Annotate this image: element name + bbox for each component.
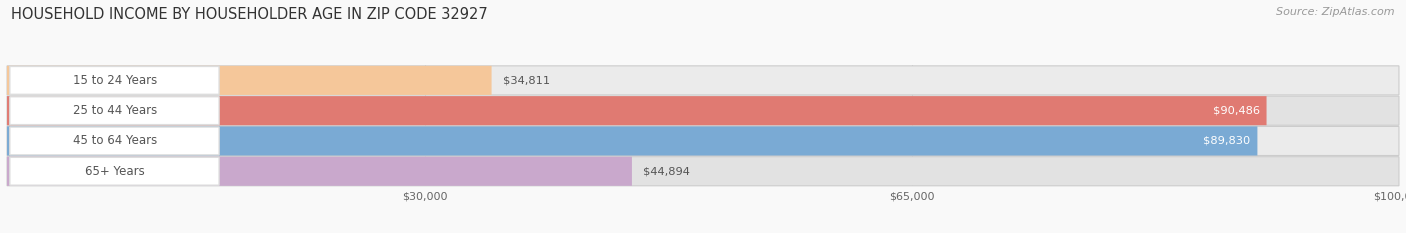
FancyBboxPatch shape — [10, 127, 219, 155]
FancyBboxPatch shape — [7, 66, 1399, 95]
Text: $89,830: $89,830 — [1204, 136, 1250, 146]
FancyBboxPatch shape — [7, 157, 631, 186]
Text: $34,811: $34,811 — [503, 75, 550, 85]
Text: $90,486: $90,486 — [1212, 106, 1260, 116]
Text: $44,894: $44,894 — [643, 166, 690, 176]
FancyBboxPatch shape — [7, 96, 1267, 125]
FancyBboxPatch shape — [7, 157, 1399, 186]
Text: 65+ Years: 65+ Years — [84, 165, 145, 178]
Text: 25 to 44 Years: 25 to 44 Years — [73, 104, 157, 117]
FancyBboxPatch shape — [7, 66, 492, 95]
Text: 15 to 24 Years: 15 to 24 Years — [73, 74, 157, 87]
FancyBboxPatch shape — [7, 127, 1399, 155]
Text: HOUSEHOLD INCOME BY HOUSEHOLDER AGE IN ZIP CODE 32927: HOUSEHOLD INCOME BY HOUSEHOLDER AGE IN Z… — [11, 7, 488, 22]
FancyBboxPatch shape — [10, 157, 219, 185]
FancyBboxPatch shape — [10, 66, 219, 94]
Text: Source: ZipAtlas.com: Source: ZipAtlas.com — [1277, 7, 1395, 17]
FancyBboxPatch shape — [7, 127, 1257, 155]
Text: 45 to 64 Years: 45 to 64 Years — [73, 134, 157, 147]
FancyBboxPatch shape — [10, 97, 219, 125]
FancyBboxPatch shape — [7, 96, 1399, 125]
